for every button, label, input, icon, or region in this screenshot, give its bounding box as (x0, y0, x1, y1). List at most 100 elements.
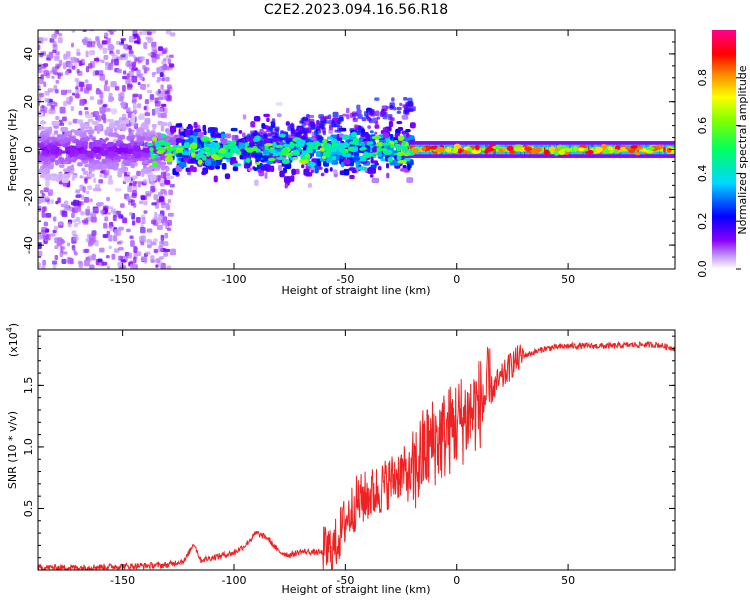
heatmap-cell (143, 105, 147, 111)
heatmap-cell (106, 211, 112, 215)
heatmap-cell (401, 140, 406, 146)
heatmap-cell (89, 198, 93, 203)
heatmap-cell (140, 256, 147, 262)
heatmap-cell (100, 209, 105, 214)
heatmap-cell (380, 158, 386, 162)
heatmap-cell (386, 172, 390, 179)
heatmap-cell (232, 166, 239, 172)
heatmap-cell (548, 146, 556, 152)
heatmap-cell (354, 150, 359, 156)
heatmap-cell (114, 229, 119, 236)
heatmap-cell (128, 51, 134, 57)
heatmap-cell (401, 130, 407, 135)
heatmap-cell (104, 80, 108, 86)
heatmap-cell (314, 167, 319, 174)
heatmap-cell (164, 156, 174, 163)
heatmap-cell (262, 149, 270, 155)
heatmap-cell (42, 37, 48, 41)
heatmap-cell (168, 121, 172, 127)
heatmap-cell (255, 152, 263, 159)
heatmap-cell (151, 108, 156, 116)
heatmap-cell (133, 256, 137, 264)
heatmap-cell (80, 87, 84, 92)
heatmap-cell (380, 111, 384, 117)
heatmap-cell (270, 165, 275, 172)
heatmap-cell (96, 140, 102, 148)
heatmap-cell (144, 112, 151, 117)
heatmap-cell (341, 153, 352, 158)
heatmap-cell (156, 224, 163, 231)
heatmap-cell (347, 146, 354, 152)
heatmap-cell (607, 146, 613, 151)
heatmap-cell (120, 102, 126, 106)
heatmap-cell (121, 166, 129, 171)
heatmap-cell (105, 65, 110, 71)
heatmap-cell (200, 136, 210, 142)
heatmap-cell (543, 149, 550, 156)
heatmap-cell (385, 105, 390, 110)
heatmap-cell (76, 48, 80, 56)
heatmap-cell (88, 238, 95, 245)
heatmap-cell (263, 113, 270, 118)
heatmap-cell (323, 116, 329, 120)
heatmap-cell (153, 248, 159, 254)
heatmap-cell (494, 144, 501, 150)
heatmap-cell (151, 123, 157, 128)
heatmap-cell (161, 103, 167, 107)
heatmap-cell (189, 165, 194, 172)
heatmap-cell (283, 176, 292, 183)
heatmap-cell (133, 40, 140, 44)
heatmap-cell (269, 126, 274, 132)
heatmap-cell (369, 130, 374, 134)
heatmap-cell (150, 52, 156, 58)
heatmap-cell (120, 203, 125, 208)
heatmap-cell (89, 50, 96, 56)
heatmap-cell (133, 145, 138, 150)
heatmap-cell (106, 265, 111, 269)
heatmap-cell (157, 175, 161, 183)
heatmap-cell (86, 41, 92, 48)
heatmap-cell (38, 69, 44, 73)
heatmap-cell (317, 134, 322, 140)
heatmap-cell (372, 146, 377, 153)
heatmap-cell (116, 68, 123, 74)
heatmap-cell (54, 159, 60, 166)
heatmap-cell (215, 165, 221, 170)
heatmap-cell (99, 247, 105, 253)
heatmap-cell (164, 153, 175, 157)
heatmap-cell (140, 235, 146, 243)
heatmap-cell (124, 119, 130, 124)
heatmap-cell (42, 134, 48, 141)
heatmap-cell (364, 152, 374, 157)
heatmap-cell (137, 181, 141, 188)
heatmap-cell (75, 194, 82, 198)
heatmap-cell (132, 181, 137, 187)
heatmap-cell (564, 147, 572, 152)
heatmap-cell (246, 136, 250, 143)
heatmap-cell (160, 122, 168, 127)
heatmap-cell (132, 109, 138, 114)
heatmap-cell (89, 96, 95, 101)
heatmap-cell (98, 179, 104, 184)
heatmap-cell (125, 61, 129, 67)
heatmap-cell (351, 111, 357, 115)
heatmap-cell (45, 196, 50, 200)
heatmap-cell (382, 132, 390, 138)
heatmap-cell (382, 149, 393, 155)
heatmap-cell (176, 147, 183, 153)
heatmap-cell (111, 110, 116, 115)
heatmap-cell (298, 158, 309, 165)
heatmap-cell (275, 144, 284, 149)
colorbar-label: Normalized spectral amplitude (736, 65, 749, 234)
heatmap-cell (127, 185, 133, 193)
heatmap-cell (351, 131, 358, 138)
heatmap-cell (41, 150, 48, 156)
heatmap-cell (167, 198, 172, 204)
spectrogram-y-tick-label: 20 (22, 95, 35, 109)
heatmap-cell (119, 123, 127, 128)
heatmap-cell (77, 162, 83, 167)
heatmap-cell (51, 66, 58, 72)
heatmap-cell (151, 136, 158, 142)
heatmap-cell (251, 151, 257, 158)
heatmap-cell (156, 67, 160, 74)
